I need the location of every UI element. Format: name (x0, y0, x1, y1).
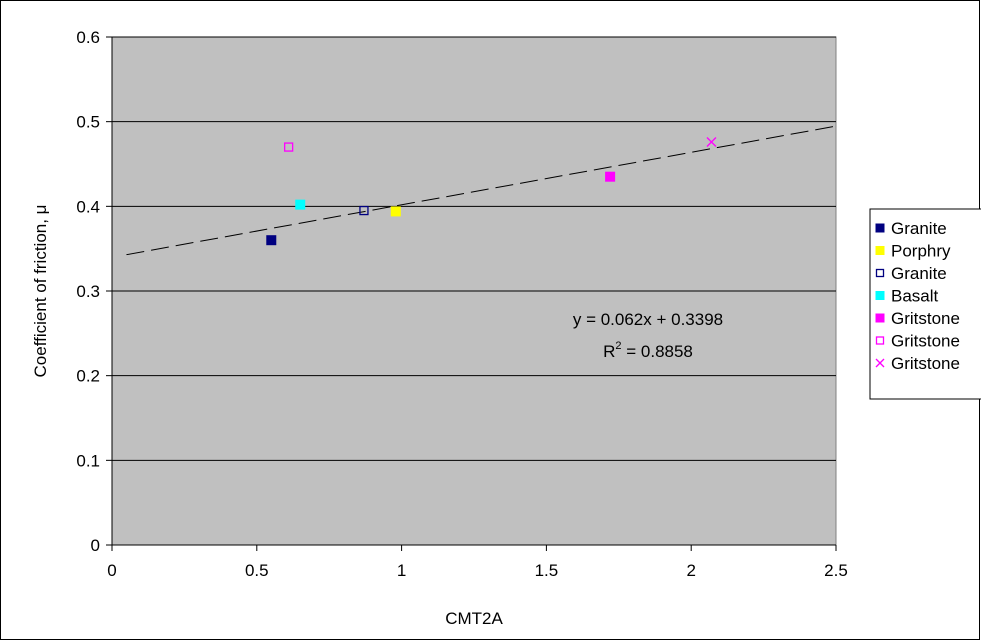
x-tick-label-1: 0.5 (245, 561, 269, 580)
x-axis-ticks: 0 0.5 1 1.5 2 2.5 (107, 545, 848, 580)
legend-marker-4 (875, 313, 885, 323)
x-tick-label-2: 1 (397, 561, 406, 580)
y-axis-label: Coefficient of friction, μ (31, 205, 50, 378)
y-tick-label-0: 0 (91, 536, 100, 555)
legend-label-0: Granite (891, 219, 947, 238)
legend-marker-6 (875, 358, 885, 368)
data-point-s6-p0 (706, 137, 717, 147)
legend-marker-2 (875, 268, 885, 278)
data-point-s2-p0 (359, 205, 369, 216)
gridlines (112, 36, 836, 461)
legend-label-3: Basalt (891, 287, 939, 306)
y-tick-label-1: 0.1 (76, 451, 100, 470)
legend: Granite Porphry Granite Basalt Gritstone Grit… (869, 208, 981, 400)
data-point-s6-p0-stroke-b (706, 137, 717, 147)
data-points (266, 137, 717, 246)
legend-label-4: Gritstone (891, 309, 960, 328)
legend-marker-1 (875, 246, 885, 255)
x-tick-label-5: 2.5 (824, 561, 848, 580)
trendline-r-squared: R2 = 0.8858 (603, 340, 693, 361)
legend-marker-6-stroke-b (875, 358, 885, 368)
y-axis-ticks: 0 0.1 0.2 0.3 0.4 0.5 0.6 (76, 28, 112, 555)
legend-box (869, 208, 981, 400)
data-point-s4-p0 (605, 171, 616, 182)
legend-marker-0 (875, 223, 885, 233)
legend-label-6: Gritstone (891, 354, 960, 373)
data-point-s0-p0 (266, 235, 277, 246)
data-point-s3-p0 (295, 199, 306, 210)
y-tick-label-6: 0.6 (76, 28, 100, 47)
legend-label-1: Porphry (891, 242, 951, 261)
y-tick-label-4: 0.4 (76, 197, 100, 216)
x-tick-label-0: 0 (107, 561, 116, 580)
data-point-s1-p0 (390, 206, 401, 217)
y-tick-label-3: 0.3 (76, 282, 100, 301)
y-tick-label-2: 0.2 (76, 367, 100, 386)
legend-marker-5 (875, 336, 885, 345)
x-tick-label-4: 2 (686, 561, 695, 580)
legend-label-5: Gritstone (891, 332, 960, 351)
x-tick-label-3: 1.5 (535, 561, 559, 580)
legend-marker-3 (875, 291, 885, 300)
legend-label-2: Granite (891, 264, 947, 283)
y-tick-label-5: 0.5 (76, 113, 100, 132)
x-axis-label: CMT2A (445, 609, 503, 628)
trendline (126, 125, 837, 256)
trendline-group (126, 125, 837, 256)
data-point-s5-p0 (284, 142, 294, 152)
trendline-equation: y = 0.062x + 0.3398 (573, 310, 723, 329)
